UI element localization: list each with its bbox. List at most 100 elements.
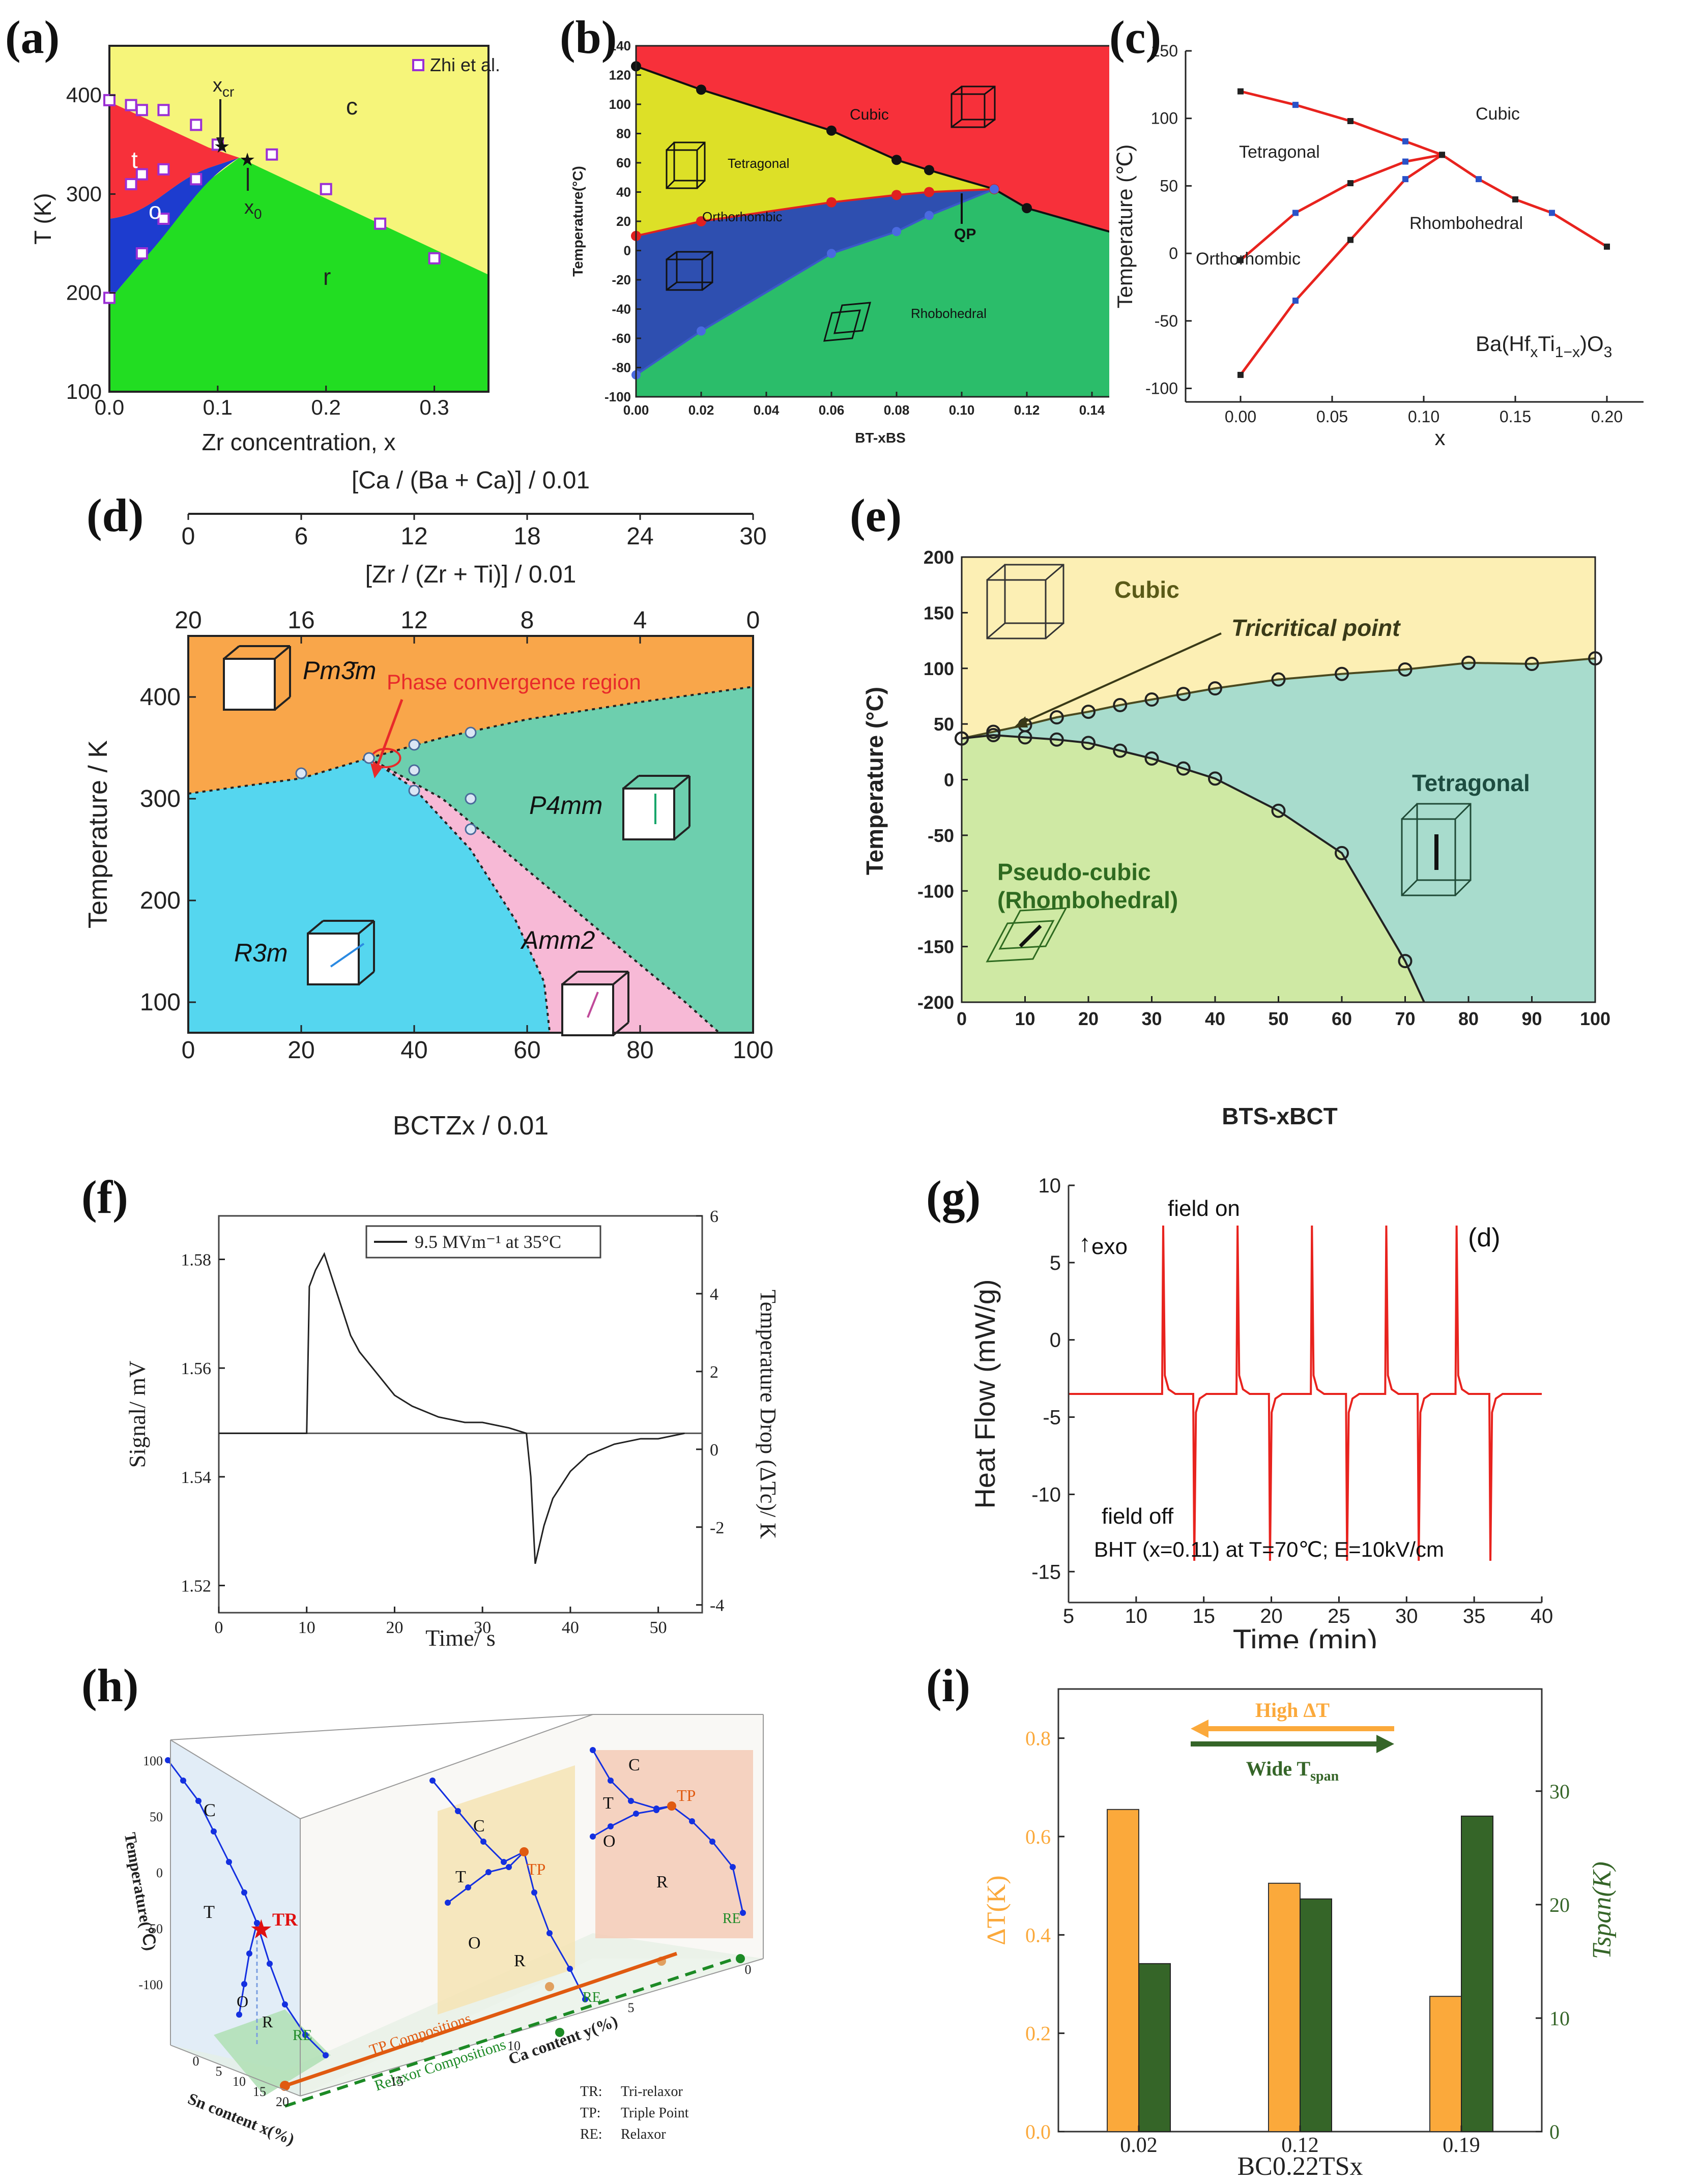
y-tick-label: -100 <box>604 389 631 404</box>
data-point <box>157 213 170 225</box>
data-point <box>465 1884 471 1890</box>
x-tick-label: 0.10 <box>949 402 975 418</box>
x-tick-label: 100 <box>1580 1008 1610 1029</box>
y2-tick-label: -4 <box>710 1596 724 1615</box>
data-point-rt <box>1208 771 1222 786</box>
y-tick-label: 40 <box>616 185 631 200</box>
data-point-rt <box>1335 846 1349 860</box>
data-point <box>689 1818 695 1824</box>
y-tick-label: 20 <box>616 214 631 229</box>
data-point-to <box>891 190 902 200</box>
data-point-rt <box>1398 954 1413 969</box>
data-point <box>633 1811 639 1817</box>
wide-tspan-label: Wide Tspan <box>1246 1757 1339 1784</box>
series-line-ct <box>636 65 1125 237</box>
bar-delta-t <box>1429 1996 1462 2133</box>
data-point <box>135 247 148 259</box>
x-tick-label: 50 <box>650 1618 667 1637</box>
x-axis-label: Time/ s <box>425 1625 496 1648</box>
data-point <box>465 823 477 835</box>
temp-tick-label: -100 <box>138 1977 163 1992</box>
panel-g-label: (g) <box>926 1171 981 1223</box>
annotation-arrow <box>1017 632 1222 726</box>
phase-pm3m: Pm3̄m <box>303 656 376 685</box>
phase-c-left: C <box>204 1800 216 1820</box>
y-tick-label: -10 <box>1031 1483 1061 1506</box>
p4mm-cube-icon <box>622 775 690 840</box>
x-axis-label: BC0.22TSx <box>1237 2152 1363 2181</box>
panel-b: (b) 0.00 0.02 0.04 0.06 0.08 0.10 0.12 0.14 -100… <box>560 0 1130 458</box>
plot-frame <box>108 45 489 393</box>
y2-tick-label: 0 <box>710 1441 718 1460</box>
box-left-face <box>170 1740 300 2096</box>
y-tick-label: 100 <box>609 97 631 112</box>
data-point-ct <box>1113 697 1128 712</box>
data-point <box>320 183 332 195</box>
data-point <box>480 1839 486 1845</box>
y-tick-label: -50 <box>1155 312 1178 330</box>
orthorhombic-cell-icon <box>666 251 713 291</box>
phase-amm2: Amm2 <box>520 926 595 954</box>
data-point-ct <box>1524 657 1539 671</box>
phase-c-right: C <box>628 1756 640 1774</box>
phase-cubic: Cubic <box>850 106 889 123</box>
y-tick-label: 100 <box>924 658 954 679</box>
region-rhombohedral <box>109 158 488 392</box>
data-point <box>1237 371 1244 378</box>
y-tick-label: -150 <box>917 937 954 957</box>
data-point-rt <box>1144 751 1159 766</box>
x-axis-label: BCTZx / 0.01 <box>393 1111 549 1141</box>
y-tick-label: 0 <box>624 243 631 258</box>
annotation-arrowhead <box>1014 716 1028 727</box>
data-point <box>445 1900 451 1906</box>
phase-cubic: Cubic <box>1114 576 1179 603</box>
data-point <box>1347 237 1354 243</box>
data-point <box>374 217 387 230</box>
cubic-cell-icon <box>986 564 1064 639</box>
plot-frame <box>218 1215 703 1614</box>
r3m-cube-icon <box>307 920 375 985</box>
cube-icon <box>951 85 996 128</box>
top-axis-label-1: [Zr / (Zr + Ti)] / 0.01 <box>365 561 577 588</box>
data-point-ct <box>1049 710 1064 724</box>
formula-label: Ba(HfxTi1−x)O3 <box>1476 332 1612 361</box>
data-point <box>180 1778 186 1784</box>
data-point-rt <box>1113 743 1128 758</box>
y-tick-label: 100 <box>140 989 181 1016</box>
data-point-rt <box>1176 761 1191 776</box>
bar-delta-t <box>1107 1809 1139 2133</box>
chart-c: 0.00 0.05 0.10 0.15 0.20 -100 -50 0 50 100 150 Cub… <box>1113 42 1644 450</box>
data-point <box>465 726 477 739</box>
data-point <box>165 1757 171 1763</box>
region-amm2 <box>369 758 719 1033</box>
data-point <box>266 148 278 161</box>
x-axis-label: BTS-xBCT <box>1222 1103 1337 1129</box>
y-tick-label: 200 <box>924 547 954 568</box>
data-point <box>157 104 170 117</box>
y2-tick-label: 6 <box>710 1207 718 1226</box>
phase-r-right: R <box>656 1873 668 1891</box>
temp-tick-label: -50 <box>145 1921 163 1936</box>
data-point <box>103 94 116 106</box>
legend-tp-key: TP: <box>580 2105 600 2121</box>
y-tick-label: 50 <box>1160 177 1178 195</box>
data-point <box>1292 102 1299 108</box>
data-point <box>157 163 170 176</box>
phase-t: t <box>131 147 138 173</box>
qp-label: QP <box>954 226 976 243</box>
x-tick-label: 0.14 <box>1079 402 1105 418</box>
ca-tick-label: 0 <box>745 1962 752 1977</box>
panel-e-label: (e) <box>850 489 902 541</box>
x-tick-label: 0.00 <box>623 402 649 418</box>
y-tick-label: 300 <box>66 182 102 206</box>
chart-b: 0.00 0.02 0.04 0.06 0.08 0.10 0.12 0.14 -100 -80 -… <box>570 38 1130 446</box>
field-off-label: field off <box>1102 1504 1174 1529</box>
x-tick-label: 0.19 <box>1443 2134 1480 2157</box>
temp-tick-label: 50 <box>150 1810 163 1824</box>
panel-h: (h) TP Compositions Relaxor Compositions… <box>0 1648 824 2181</box>
annotation-arrowhead <box>370 763 383 778</box>
x-tick-label: 30 <box>1395 1605 1418 1627</box>
phase-r3m: R3m <box>234 939 288 967</box>
panel-f: (f) 0 10 20 30 40 50 1.52 1.54 1.56 1.58 -4 -2 0 2 4 6 … <box>0 1160 824 1651</box>
phase-orthorhombic: Orthorhombic <box>702 209 783 224</box>
